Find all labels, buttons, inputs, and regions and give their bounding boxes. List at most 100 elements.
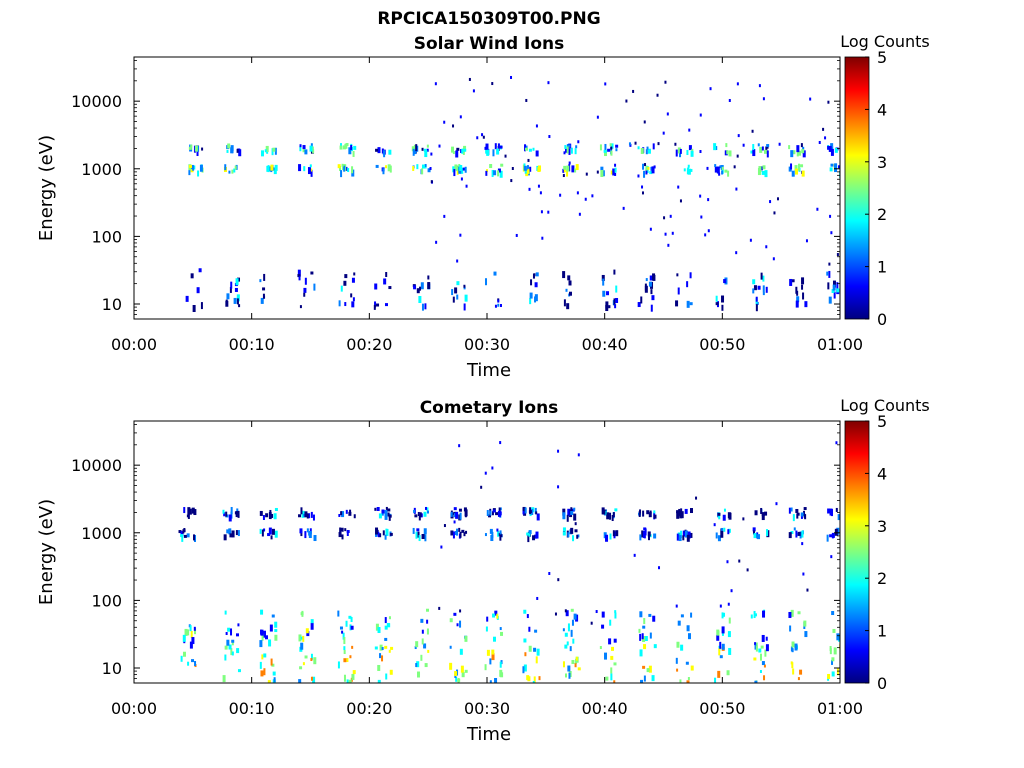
count-pixel: [752, 527, 756, 532]
count-pixel: [375, 527, 379, 535]
count-pixel: [224, 610, 227, 615]
count-pixel: [374, 283, 378, 290]
count-pixel: [424, 506, 427, 510]
count-pixel: [230, 648, 233, 656]
count-pixel: [800, 143, 803, 148]
count-pixel: [490, 535, 494, 542]
count-pixel: [412, 527, 415, 534]
count-pixel: [680, 530, 683, 538]
count-pixel: [535, 656, 538, 664]
count-pixel: [541, 236, 544, 240]
count-pixel: [532, 273, 535, 279]
count-pixel: [464, 635, 468, 642]
count-pixel: [797, 531, 801, 536]
count-pixel: [417, 511, 420, 516]
count-pixel: [484, 533, 487, 537]
count-pixel: [233, 297, 237, 304]
count-pixel: [305, 628, 309, 634]
count-pixel: [377, 627, 381, 634]
count-pixel: [687, 164, 690, 168]
count-pixel: [676, 511, 680, 519]
count-pixel: [721, 304, 724, 311]
count-pixel: [510, 179, 513, 183]
count-pixel: [651, 295, 655, 301]
count-pixel: [788, 532, 792, 539]
colorbar-tick-label: 4: [877, 464, 887, 483]
count-pixel: [343, 646, 346, 651]
count-pixel: [590, 621, 593, 625]
count-pixel: [339, 527, 342, 535]
count-pixel: [687, 168, 691, 175]
count-pixel: [606, 512, 610, 520]
count-pixel: [351, 166, 354, 174]
count-pixel: [261, 529, 264, 537]
count-pixel: [557, 485, 560, 489]
count-pixel: [492, 149, 495, 157]
count-pixel: [641, 633, 644, 640]
count-pixel: [759, 653, 762, 661]
count-pixel: [351, 645, 354, 649]
count-pixel: [713, 523, 716, 527]
count-pixel: [231, 641, 234, 646]
count-pixel: [263, 668, 266, 676]
count-pixel: [727, 528, 731, 533]
count-pixel: [499, 534, 502, 541]
count-pixel: [300, 507, 303, 515]
count-pixel: [687, 677, 690, 681]
count-pixel: [666, 112, 669, 116]
count-pixel: [640, 679, 644, 683]
count-pixel: [625, 99, 628, 103]
count-pixel: [308, 531, 312, 539]
count-pixel: [615, 297, 619, 303]
count-pixel: [831, 659, 834, 665]
count-pixel: [351, 673, 355, 680]
count-pixel: [528, 533, 531, 537]
count-pixel: [346, 679, 349, 683]
count-pixel: [414, 514, 418, 518]
count-pixel: [562, 661, 565, 668]
count-pixel: [499, 511, 502, 516]
count-pixel: [795, 300, 799, 308]
count-pixel: [707, 198, 710, 202]
count-pixel: [236, 298, 239, 305]
count-pixel: [421, 533, 425, 539]
count-pixel: [649, 275, 653, 281]
count-pixel: [528, 187, 531, 191]
count-pixel: [459, 233, 462, 237]
count-pixel: [766, 150, 769, 158]
count-pixel: [379, 653, 382, 659]
count-pixel: [573, 507, 576, 511]
count-pixel: [639, 611, 643, 618]
count-pixel: [456, 281, 460, 286]
count-pixel: [383, 278, 387, 285]
count-pixel: [384, 303, 388, 307]
count-pixel: [716, 630, 720, 636]
count-pixel: [563, 151, 566, 155]
count-pixel: [231, 148, 234, 154]
count-pixel: [426, 619, 429, 624]
count-pixel: [721, 612, 724, 619]
count-pixel: [415, 144, 418, 152]
count-pixel: [604, 143, 607, 151]
count-pixel: [806, 588, 809, 592]
count-pixel: [377, 679, 381, 683]
count-pixel: [236, 648, 240, 654]
count-pixel: [304, 655, 308, 659]
count-pixel: [569, 513, 573, 518]
count-pixel: [762, 285, 765, 293]
x-tick-label: 00:00: [111, 699, 157, 718]
count-pixel: [272, 167, 275, 171]
count-pixel: [188, 146, 192, 150]
count-pixel: [642, 625, 646, 629]
count-pixel: [193, 534, 196, 541]
count-pixel: [381, 148, 384, 154]
count-pixel: [690, 665, 694, 671]
count-pixel: [830, 163, 834, 167]
count-pixel: [840, 303, 842, 307]
count-pixel: [723, 612, 726, 617]
count-pixel: [646, 668, 650, 673]
count-pixel: [191, 637, 195, 645]
count-pixel: [341, 163, 344, 167]
count-pixel: [572, 638, 575, 644]
count-pixel: [460, 177, 463, 181]
